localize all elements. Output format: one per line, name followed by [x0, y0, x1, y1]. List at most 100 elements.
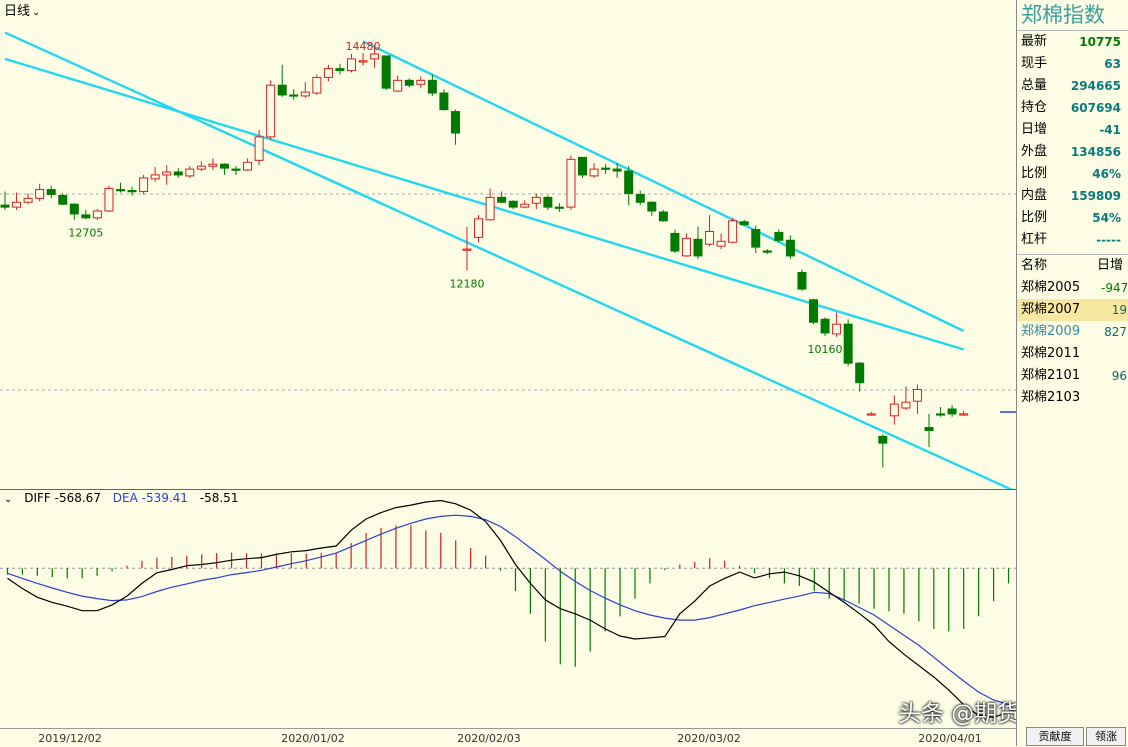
- candle-body: [312, 76, 322, 94]
- candle-body: [554, 206, 564, 209]
- quote-label: 现手: [1021, 56, 1048, 71]
- candle-body: [785, 239, 795, 257]
- candle-body: [716, 240, 726, 247]
- candle-body: [0, 204, 10, 208]
- candle-body: [162, 171, 172, 176]
- quote-value: 46%: [1092, 167, 1121, 181]
- candle-body: [589, 168, 599, 177]
- candle-body: [681, 237, 691, 257]
- change-column-header: 日增: [1097, 258, 1124, 273]
- candle-body: [739, 221, 749, 226]
- candle-body: [139, 177, 149, 193]
- candle-body: [797, 271, 807, 290]
- date-tick: 2020/01/02: [281, 732, 345, 745]
- candle-body: [520, 203, 530, 208]
- candle-body: [358, 60, 368, 63]
- candle-body: [809, 299, 818, 323]
- candle-body: [612, 168, 622, 172]
- quote-row: 外盘 134856: [1017, 141, 1128, 163]
- candle-body: [254, 136, 264, 161]
- quote-value: -----: [1096, 233, 1121, 247]
- contract-list: 名称 日增 郑棉2005 -947 郑棉2007 19 郑棉2009 827 郑棉2011 郑…: [1017, 254, 1128, 409]
- quote-value: 294665: [1070, 79, 1121, 93]
- price-chart[interactable]: 14480 12705 12180 10160: [0, 0, 1016, 728]
- candle-body: [658, 211, 668, 222]
- instrument-title: 郑棉指数: [1017, 0, 1128, 31]
- quote-list: 最新 10775 现手 63 总量 294665 持仓 607694 日增 -41 外盘 134856…: [1017, 31, 1128, 251]
- candle-body: [277, 84, 287, 96]
- quote-row: 日增 -41: [1017, 119, 1128, 141]
- candle-body: [81, 214, 91, 219]
- candle-body: [219, 163, 229, 169]
- quote-label: 比例: [1021, 166, 1048, 181]
- quote-label: 最新: [1021, 34, 1048, 49]
- quote-value: 134856: [1070, 145, 1121, 159]
- candle-body: [416, 79, 426, 85]
- candle-body: [450, 111, 460, 134]
- quote-row: 最新 10775: [1017, 31, 1128, 53]
- quote-row: 现手 63: [1017, 53, 1128, 75]
- candle-body: [820, 318, 830, 334]
- candle-body: [878, 435, 888, 444]
- contract-name: 郑棉2009: [1021, 324, 1081, 339]
- contract-name: 郑棉2103: [1021, 390, 1081, 405]
- candle-body: [150, 174, 160, 180]
- candle-body: [69, 203, 79, 215]
- quote-row: 比例 46%: [1017, 163, 1128, 185]
- date-tick: 2020/03/02: [677, 732, 741, 745]
- candle-body: [751, 229, 761, 248]
- contract-row[interactable]: 郑棉2009 827: [1017, 321, 1128, 343]
- tab-contribution[interactable]: 贡献度: [1026, 727, 1084, 746]
- collapse-icon[interactable]: ⌄: [4, 494, 13, 505]
- period-selector[interactable]: 日线 ⌄: [4, 0, 40, 19]
- candle-body: [104, 188, 114, 212]
- candle-body: [728, 220, 738, 243]
- candle-body: [127, 190, 137, 193]
- macd-legend: ⌄ DIFF -568.67 DEA -539.41 -58.51: [4, 491, 246, 505]
- candle-body: [762, 250, 772, 253]
- candle-body: [566, 158, 576, 208]
- tab-leaders[interactable]: 领涨: [1086, 727, 1126, 746]
- candle-body: [266, 84, 276, 138]
- quote-label: 总量: [1021, 78, 1048, 93]
- contract-row[interactable]: 郑棉2005 -947: [1017, 277, 1128, 299]
- bottom-tabs: 贡献度 领涨: [1016, 727, 1128, 746]
- contract-row[interactable]: 郑棉2103: [1017, 387, 1128, 409]
- quote-label: 内盘: [1021, 188, 1048, 203]
- contract-change: 19: [1111, 303, 1127, 317]
- candle-body: [635, 193, 645, 203]
- diff-value: DIFF -568.67: [24, 491, 101, 505]
- period-label: 日线: [4, 4, 31, 19]
- candle-body: [300, 91, 310, 97]
- chart-area[interactable]: 14480 12705 12180 10160 日线 ⌄ ⌄ DIFF -568.67 …: [0, 0, 1066, 746]
- price-annotation: 10160: [808, 343, 843, 356]
- candle-body: [231, 168, 241, 171]
- candle-body: [289, 94, 299, 97]
- candle-body: [693, 238, 703, 257]
- candle-body: [439, 92, 449, 111]
- candle-body: [843, 323, 853, 364]
- candle-body: [243, 161, 253, 171]
- date-tick: 2019/12/02: [38, 732, 102, 745]
- candle-body: [855, 362, 865, 384]
- candle-body: [427, 79, 437, 94]
- date-tick: 2020/04/01: [918, 732, 982, 745]
- candle-body: [924, 427, 934, 431]
- dea-line: [7, 514, 1009, 706]
- contract-list-header: 名称 日增: [1017, 255, 1128, 277]
- quote-value: 607694: [1070, 101, 1121, 115]
- contract-row[interactable]: 郑棉2101 96: [1017, 365, 1128, 387]
- name-column-header: 名称: [1021, 258, 1048, 273]
- quote-value: -41: [1099, 123, 1121, 137]
- quote-row: 比例 54%: [1017, 207, 1128, 229]
- candle-body: [959, 413, 969, 416]
- chevron-down-icon[interactable]: ⌄: [32, 7, 41, 18]
- contract-name: 郑棉2007: [1021, 302, 1081, 317]
- contract-row[interactable]: 郑棉2007 19: [1017, 299, 1128, 321]
- candle-body: [474, 218, 484, 238]
- candle-body: [912, 388, 922, 402]
- contract-row[interactable]: 郑棉2011: [1017, 343, 1128, 365]
- candle-body: [508, 200, 518, 208]
- macd-value: -58.51: [199, 491, 239, 505]
- quote-label: 日增: [1021, 122, 1048, 137]
